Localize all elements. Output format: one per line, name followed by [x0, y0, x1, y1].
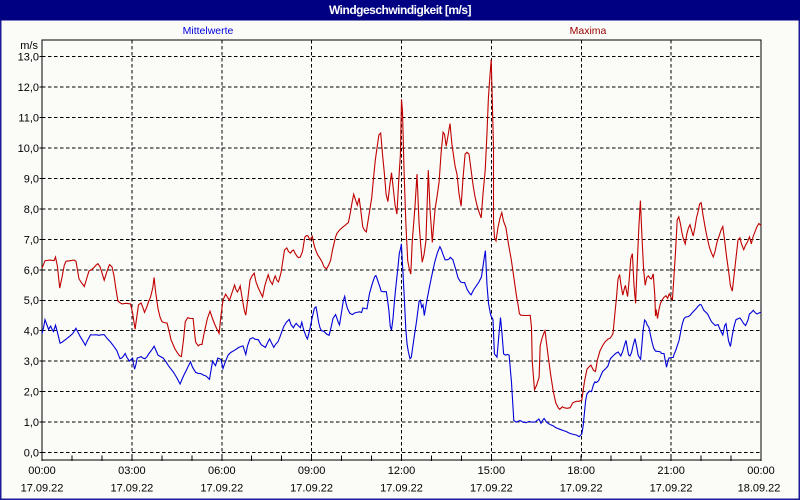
svg-text:17.09.22: 17.09.22 — [110, 483, 153, 495]
svg-text:9,0: 9,0 — [24, 173, 39, 185]
svg-text:03:00: 03:00 — [118, 465, 146, 477]
svg-text:17.09.22: 17.09.22 — [470, 483, 513, 495]
svg-text:7,0: 7,0 — [24, 234, 39, 246]
svg-text:Windgeschwindigkeit [m/s]: Windgeschwindigkeit [m/s] — [329, 3, 472, 17]
svg-text:09:00: 09:00 — [298, 465, 326, 477]
svg-text:17.09.22: 17.09.22 — [21, 483, 64, 495]
svg-text:18:00: 18:00 — [567, 465, 595, 477]
svg-text:2,0: 2,0 — [24, 387, 39, 399]
svg-text:0,0: 0,0 — [24, 448, 39, 460]
svg-text:00:00: 00:00 — [747, 465, 775, 477]
svg-text:m/s: m/s — [20, 40, 38, 52]
svg-text:1,0: 1,0 — [24, 417, 39, 429]
svg-text:6,0: 6,0 — [24, 265, 39, 277]
svg-text:17.09.22: 17.09.22 — [200, 483, 243, 495]
svg-text:17.09.22: 17.09.22 — [290, 483, 333, 495]
svg-text:15:00: 15:00 — [478, 465, 506, 477]
svg-text:12,0: 12,0 — [18, 82, 39, 94]
svg-text:18.09.22: 18.09.22 — [738, 483, 781, 495]
svg-text:17.09.22: 17.09.22 — [380, 483, 423, 495]
svg-text:06:00: 06:00 — [208, 465, 236, 477]
svg-text:11,0: 11,0 — [18, 113, 39, 125]
svg-text:Mittelwerte: Mittelwerte — [183, 25, 234, 37]
svg-text:4,0: 4,0 — [24, 326, 39, 338]
svg-text:00:00: 00:00 — [28, 465, 56, 477]
svg-text:13,0: 13,0 — [18, 52, 39, 64]
svg-text:3,0: 3,0 — [24, 356, 39, 368]
svg-text:12:00: 12:00 — [388, 465, 416, 477]
svg-text:21:00: 21:00 — [657, 465, 685, 477]
svg-text:Maxima: Maxima — [570, 25, 607, 37]
svg-text:5,0: 5,0 — [24, 295, 39, 307]
svg-text:8,0: 8,0 — [24, 204, 39, 216]
svg-text:10,0: 10,0 — [18, 143, 39, 155]
svg-text:17.09.22: 17.09.22 — [650, 483, 693, 495]
svg-text:17.09.22: 17.09.22 — [560, 483, 603, 495]
